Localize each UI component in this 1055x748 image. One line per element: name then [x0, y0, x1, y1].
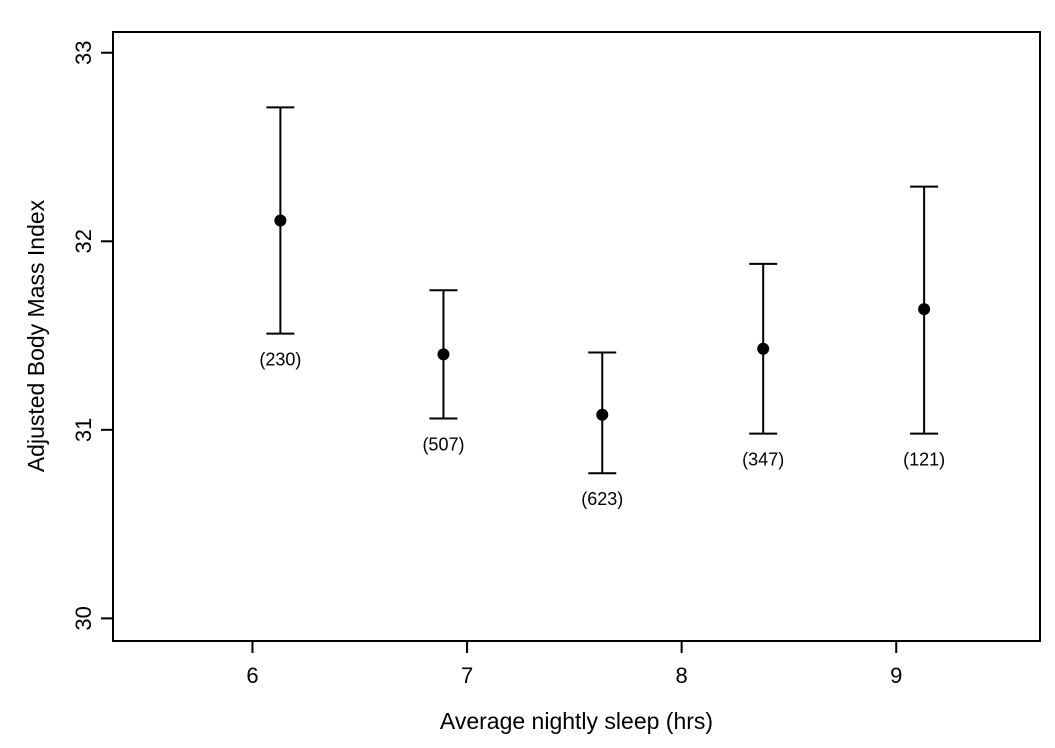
y-tick-label: 30: [71, 606, 96, 630]
count-label: (347): [742, 450, 784, 470]
plot-border: [112, 31, 1041, 642]
y-tick-label: 31: [71, 418, 96, 442]
error-bar-point: (347): [742, 262, 784, 470]
data-point: [757, 342, 770, 355]
data-point: [918, 303, 931, 316]
y-tick-label: 33: [71, 40, 96, 64]
x-axis-title: Average nightly sleep (hrs): [439, 708, 714, 734]
x-tick-label: 7: [461, 663, 473, 688]
data-point: [596, 408, 609, 421]
data-point: [437, 348, 450, 361]
count-label: (623): [581, 489, 623, 509]
x-tick-label: 6: [246, 663, 258, 688]
x-tick-label: 9: [890, 663, 902, 688]
y-axis-title: Adjusted Body Mass Index: [23, 199, 49, 473]
error-bar-point: (507): [422, 289, 464, 455]
count-label: (507): [422, 435, 464, 455]
x-tick-label: 8: [676, 663, 688, 688]
error-bar-point: (121): [903, 185, 945, 470]
count-label: (121): [903, 450, 945, 470]
error-bar-point: (623): [581, 351, 623, 509]
y-tick-label: 32: [71, 229, 96, 253]
count-label: (230): [259, 350, 301, 370]
data-point: [274, 214, 287, 227]
error-bar-point: (230): [259, 106, 301, 370]
